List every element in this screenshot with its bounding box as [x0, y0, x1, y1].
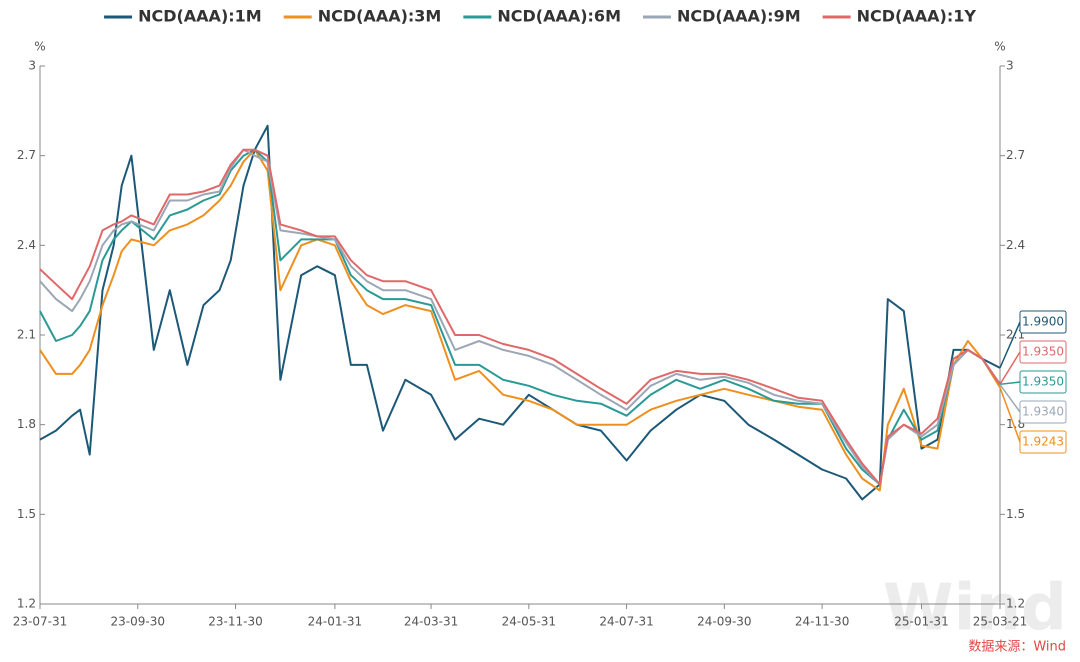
x-tick-label: 24-09-30: [697, 615, 751, 629]
legend-label: NCD(AAA):9M: [677, 7, 801, 26]
y2-tick-label: 2.4: [1006, 238, 1025, 252]
legend: NCD(AAA):1M NCD(AAA):3M NCD(AAA):6M NCD(AAA…: [104, 7, 976, 26]
x-tick-label: 24-05-31: [502, 615, 556, 629]
series-line: [39, 148, 1001, 492]
x-tick-label: 24-11-30: [795, 615, 849, 629]
y-tick-label: 2.4: [17, 238, 36, 252]
end-connector: [999, 381, 1021, 386]
end-label-box: [1019, 340, 1067, 364]
end-label-box: [1019, 370, 1067, 394]
y-tick-label: 2.1: [17, 328, 36, 342]
y2-tick-label: 2.7: [1006, 148, 1025, 162]
end-label: 1.9350: [1022, 345, 1064, 359]
end-label: 1.9340: [1022, 405, 1064, 419]
series-line: [39, 148, 1001, 486]
end-connector: [999, 351, 1021, 385]
end-label-box: [1019, 310, 1067, 334]
end-connector: [999, 321, 1021, 369]
x-tick-label: 23-09-30: [111, 615, 165, 629]
legend-label: NCD(AAA):3M: [318, 7, 442, 26]
y2-unit: %: [994, 40, 1005, 54]
legend-label: NCD(AAA):6M: [497, 7, 621, 26]
end-connector: [999, 387, 1021, 443]
x-tick-label: 25-01-31: [894, 615, 948, 629]
y2-tick-label: 1.5: [1006, 507, 1025, 521]
y2-tick-label: 1.2: [1006, 597, 1025, 611]
x-tick-label: 23-07-31: [13, 615, 67, 629]
end-label-box: [1019, 400, 1067, 424]
y-tick-label: 2.7: [17, 148, 36, 162]
x-tick-label: 24-07-31: [599, 615, 653, 629]
end-label: 1.9243: [1022, 435, 1064, 449]
end-label: 1.9350: [1022, 375, 1064, 389]
x-tick-label: 24-01-31: [308, 615, 362, 629]
y-tick-label: 1.2: [17, 597, 36, 611]
x-tick-label: 23-11-30: [208, 615, 262, 629]
series-line: [39, 148, 1001, 486]
watermark: Wind: [883, 572, 1067, 646]
end-connector: [999, 384, 1021, 413]
y2-tick-label: 3: [1006, 59, 1014, 73]
y-tick-label: 1.8: [17, 417, 36, 431]
x-tick-label: 24-03-31: [404, 615, 458, 629]
end-label: 1.9900: [1022, 315, 1064, 329]
y-tick-label: 1.5: [17, 507, 36, 521]
legend-label: NCD(AAA):1M: [138, 7, 262, 26]
x-tick-label: 25-03-21: [973, 615, 1027, 629]
legend-label: NCD(AAA):1Y: [857, 7, 977, 26]
series-line: [39, 124, 1001, 501]
source: 数据来源：Wind: [968, 640, 1066, 655]
y-tick-label: 3: [28, 59, 36, 73]
series-line: [39, 148, 1001, 486]
y-unit: %: [34, 40, 45, 54]
end-label-box: [1019, 430, 1067, 454]
